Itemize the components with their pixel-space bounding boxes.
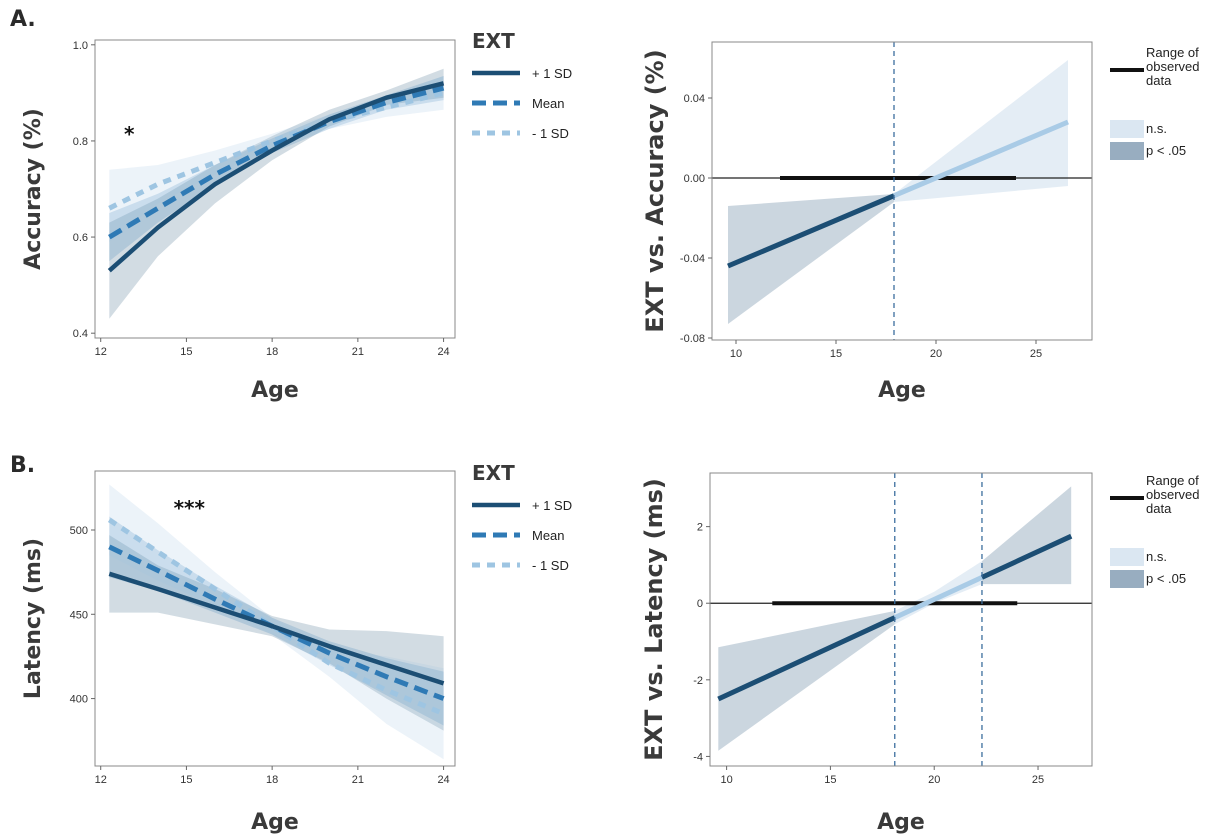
y-tick-label: -2: [693, 675, 703, 687]
ci-band-significant: [718, 610, 895, 751]
ci-band-significant: [728, 194, 894, 324]
legend-label-range: Range of: [1146, 473, 1199, 488]
x-axis-title: Age: [878, 378, 926, 403]
slope-line-significant: [717, 615, 896, 702]
legend-swatch-sig: [1110, 570, 1144, 588]
x-tick-label: 12: [95, 346, 107, 358]
plot-frame: [94, 39, 456, 339]
x-axis-title: Age: [251, 810, 299, 835]
series-line-plus1sd: [108, 571, 445, 686]
legend-label-mean: Mean: [532, 96, 565, 111]
y-tick-label: 500: [70, 525, 88, 537]
chart-B-left: 12 15 18 21 24 400 450 500 Age Latency (ms) *** EXT…: [21, 461, 572, 835]
panel-label-a: A.: [10, 7, 36, 32]
y-axis-title: EXT vs. Accuracy (%): [641, 49, 669, 332]
legend-title: EXT: [472, 29, 515, 53]
legend-swatch-sig: [1110, 142, 1144, 160]
y-tick-label: 400: [70, 694, 88, 706]
legend-swatch-ns: [1110, 548, 1144, 566]
legend-label-plus1sd: + 1 SD: [532, 66, 572, 81]
chart-A-left: 12 15 18 21 24 0.4 0.6 0.8 1.0 Age Accuracy (%) * EX…: [21, 29, 572, 403]
significance-annotation: ***: [174, 496, 206, 520]
x-tick-label: 24: [437, 774, 449, 786]
ci-band-minus1sd: [109, 484, 444, 760]
x-tick-label: 21: [352, 774, 364, 786]
x-tick-label: 24: [437, 346, 449, 358]
x-axis-title: Age: [251, 378, 299, 403]
legend-label-sig: p < .05: [1146, 571, 1186, 586]
ci-band-mean: [109, 516, 444, 726]
y-tick-label: 0.00: [684, 173, 705, 185]
significance-annotation: *: [124, 122, 135, 146]
slope-line-nonsignificant: [893, 575, 984, 620]
chart-B-right: 10 15 20 25 -4 -2 0 2 Age EXT vs. Latency (ms) Ran…: [640, 472, 1199, 835]
y-tick-label: 0.04: [684, 93, 705, 105]
legend-label-range: Range of: [1146, 45, 1199, 60]
charts-layer: 12 15 18 21 24 0.4 0.6 0.8 1.0 Age Accuracy (%) * EX…: [21, 29, 1199, 835]
chart-A-right: 10 15 20 25 -0.08 -0.04 0.00 0.04 Age EXT vs. Acc…: [641, 41, 1199, 403]
plot-frame: [711, 41, 1093, 341]
x-tick-label: 10: [720, 774, 732, 786]
ci-band-mean: [109, 76, 444, 262]
x-tick-label: 20: [930, 348, 942, 360]
y-axis-title: Accuracy (%): [21, 108, 46, 270]
y-axis-title: EXT vs. Latency (ms): [640, 478, 668, 761]
y-tick-label: 0: [697, 598, 703, 610]
y-tick-label: 0.6: [73, 232, 88, 244]
x-tick-label: 15: [824, 774, 836, 786]
x-tick-label: 25: [1032, 774, 1044, 786]
y-tick-label: -0.08: [680, 333, 705, 345]
plot-frame: [94, 470, 456, 767]
plot-frame: [709, 472, 1093, 767]
legend-swatch-ns: [1110, 120, 1144, 138]
y-axis-title: Latency (ms): [21, 538, 46, 699]
y-tick-label: -0.04: [680, 253, 705, 265]
x-tick-label: 15: [830, 348, 842, 360]
legend-label-sig: p < .05: [1146, 143, 1186, 158]
legend-label-range: observed: [1146, 59, 1199, 74]
slope-line-significant: [727, 193, 895, 269]
y-tick-label: 0.4: [73, 328, 88, 340]
y-tick-label: 450: [70, 609, 88, 621]
legend-label-range: observed: [1146, 487, 1199, 502]
legend-label-range: data: [1146, 501, 1172, 516]
legend-label-minus1sd: - 1 SD: [532, 558, 569, 573]
x-tick-label: 12: [95, 774, 107, 786]
ci-band-significant: [982, 486, 1072, 585]
y-tick-label: 1.0: [73, 40, 88, 52]
x-tick-label: 10: [730, 348, 742, 360]
x-tick-label: 18: [266, 774, 278, 786]
x-axis-title: Age: [877, 810, 925, 835]
slope-line-nonsignificant: [893, 119, 1069, 198]
legend-label-minus1sd: - 1 SD: [532, 126, 569, 141]
y-tick-label: 2: [697, 522, 703, 534]
x-tick-label: 21: [352, 346, 364, 358]
series-line-plus1sd: [107, 81, 445, 273]
x-tick-label: 20: [928, 774, 940, 786]
panel-label-b: B.: [10, 453, 35, 478]
slope-line-significant: [980, 533, 1073, 580]
legend-label-range: data: [1146, 73, 1172, 88]
legend-label-ns: n.s.: [1146, 121, 1167, 136]
ci-band-nonsignificant: [894, 561, 982, 625]
y-tick-label: 0.8: [73, 136, 88, 148]
legend-label-mean: Mean: [532, 528, 565, 543]
ci-band-minus1sd: [109, 76, 444, 242]
x-tick-label: 18: [266, 346, 278, 358]
x-tick-label: 15: [180, 346, 192, 358]
legend-label-plus1sd: + 1 SD: [532, 498, 572, 513]
x-tick-label: 15: [180, 774, 192, 786]
y-tick-label: -4: [693, 751, 703, 763]
legend-title: EXT: [472, 461, 515, 485]
ci-band-plus1sd: [109, 535, 444, 731]
legend-label-ns: n.s.: [1146, 549, 1167, 564]
x-tick-label: 25: [1030, 348, 1042, 360]
ci-band-nonsignificant: [894, 60, 1068, 202]
